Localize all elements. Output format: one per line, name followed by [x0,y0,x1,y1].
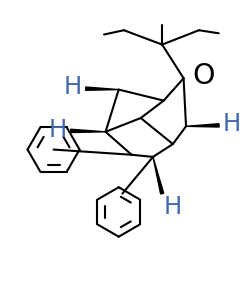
Polygon shape [86,87,119,90]
Text: O: O [193,61,215,89]
Polygon shape [186,124,219,127]
Polygon shape [153,157,164,194]
Text: H: H [223,112,240,136]
Text: H: H [64,75,82,99]
Polygon shape [71,129,106,133]
Text: H: H [49,118,67,142]
Text: H: H [164,195,182,219]
